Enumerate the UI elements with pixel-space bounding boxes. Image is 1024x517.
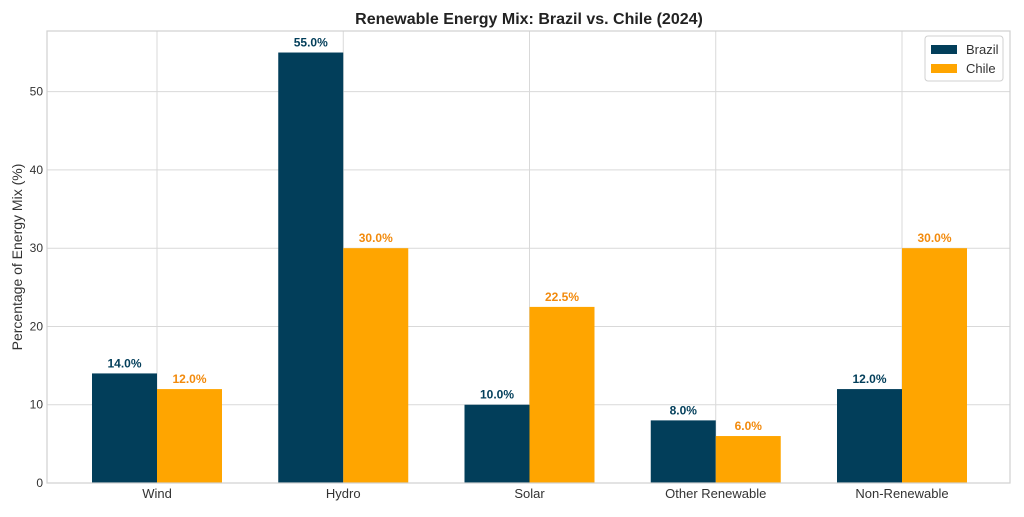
data-label: 14.0% bbox=[107, 356, 141, 370]
y-tick-label: 30 bbox=[30, 241, 44, 255]
x-tick-label: Other Renewable bbox=[665, 486, 766, 501]
axes: 0 10 20 30 40 50 Wind Hydro Solar Other Renewable… bbox=[30, 30, 1011, 501]
y-axis-label: Percentage of Energy Mix (%) bbox=[9, 164, 25, 351]
y-tick-label: 50 bbox=[30, 85, 44, 99]
bar-brazil bbox=[837, 389, 902, 483]
x-tick-label: Solar bbox=[514, 486, 545, 501]
bar-brazil bbox=[278, 52, 344, 484]
bar-brazil bbox=[650, 420, 716, 483]
x-tick-label: Non-Renewable bbox=[855, 486, 948, 501]
bars bbox=[92, 52, 967, 484]
legend-swatch-chile bbox=[931, 64, 957, 73]
x-tick-label: Hydro bbox=[326, 486, 361, 501]
data-label: 12.0% bbox=[852, 372, 886, 386]
data-label: 55.0% bbox=[294, 36, 328, 50]
y-tick-label: 20 bbox=[30, 319, 44, 333]
bar-chile bbox=[343, 248, 409, 483]
data-label: 6.0% bbox=[735, 419, 763, 433]
bar-chile bbox=[157, 389, 222, 483]
y-tick-label: 0 bbox=[36, 476, 43, 490]
data-label: 12.0% bbox=[172, 372, 206, 386]
bar-chile bbox=[715, 436, 781, 483]
bar-brazil bbox=[464, 404, 530, 483]
legend-label-brazil: Brazil bbox=[966, 42, 999, 57]
data-label: 30.0% bbox=[917, 231, 951, 245]
bar-chile bbox=[529, 306, 595, 483]
bar-chile bbox=[902, 248, 967, 483]
data-label: 30.0% bbox=[359, 231, 393, 245]
x-tick-label: Wind bbox=[142, 486, 172, 501]
legend-label-chile: Chile bbox=[966, 61, 996, 76]
data-labels: 14.0% 55.0% 10.0% 8.0% 12.0% 12.0% 30.0% 22.5% 6… bbox=[107, 36, 951, 434]
data-label: 10.0% bbox=[480, 388, 514, 402]
bar-brazil bbox=[92, 373, 157, 483]
data-label: 8.0% bbox=[670, 403, 698, 417]
legend: Brazil Chile bbox=[924, 35, 1004, 82]
y-tick-label: 10 bbox=[30, 398, 44, 412]
plot-frame bbox=[46, 30, 1011, 484]
chart-title: Renewable Energy Mix: Brazil vs. Chile (… bbox=[355, 11, 703, 28]
legend-swatch-brazil bbox=[931, 45, 957, 54]
y-tick-label: 40 bbox=[30, 163, 44, 177]
data-label: 22.5% bbox=[545, 290, 579, 304]
